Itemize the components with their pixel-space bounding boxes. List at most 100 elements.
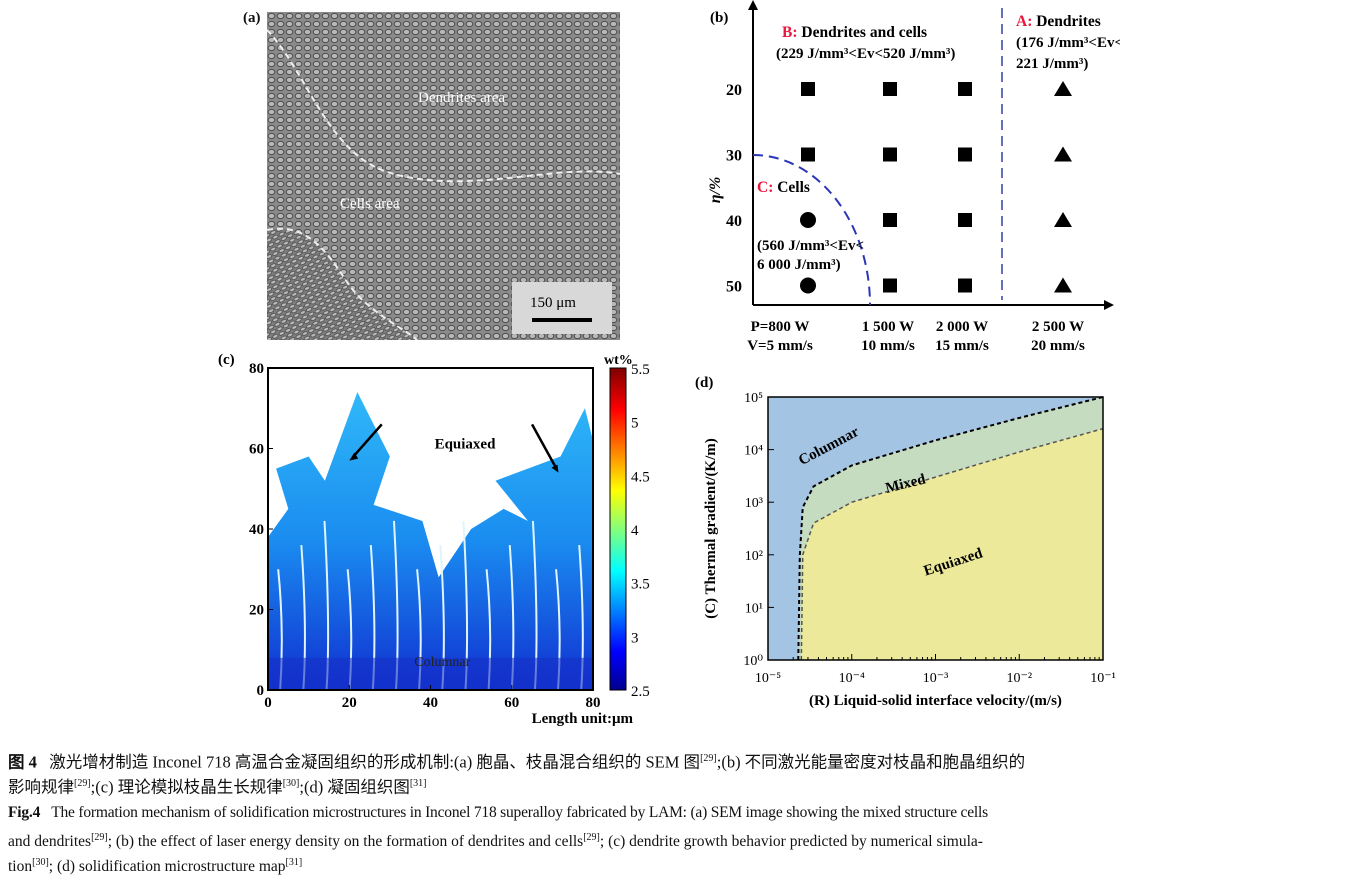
triangle-marker <box>1054 212 1072 227</box>
x-axis-label: Length unit:μm <box>532 711 634 727</box>
mixed-equiaxed-boundary <box>800 427 1104 661</box>
x-tick-label: 10⁻⁵ <box>755 671 781 686</box>
columnar-mixed-boundary <box>797 396 1104 661</box>
scale-bar-label: 150 μm <box>530 295 576 311</box>
y-tick-label: 10¹ <box>745 601 763 616</box>
ref: [30] <box>282 778 300 789</box>
annotation-equiaxed: Equiaxed <box>435 437 497 453</box>
dendrites-area-label: Dendrites area <box>418 90 506 106</box>
y-tick-label: 50 <box>726 279 742 296</box>
region-range: 6 000 J/mm³) <box>757 257 841 273</box>
arrow-head <box>349 452 359 461</box>
triangle-marker <box>1054 277 1072 293</box>
square-marker <box>801 82 815 96</box>
region-label: B: Dendrites and cells <box>782 24 927 41</box>
caption-text: 激光增材制造 Inconel 718 高温合金凝固组织的形成机制:(a) 胞晶、… <box>49 752 701 772</box>
triangle-marker <box>1054 146 1072 162</box>
x-tick-label: 2 000 W <box>936 319 988 335</box>
equiaxed-region <box>801 428 1103 660</box>
x-tick-label: V=5 mm/s <box>747 338 813 354</box>
region-label: C: Cells <box>757 179 810 196</box>
circle-marker <box>800 212 816 228</box>
y-tick-label: 10² <box>745 549 763 564</box>
region-range: (560 J/mm³<Ev< <box>757 238 864 254</box>
arrow <box>352 423 383 458</box>
triangle-marker <box>1054 81 1072 96</box>
colorbar-tick-label: 2.5 <box>631 684 650 700</box>
x-axis-arrow <box>1104 300 1114 310</box>
caption-text: ;(c) 理论模拟枝晶生长规律 <box>90 777 283 797</box>
colorbar-tick-label: 5.5 <box>631 362 650 378</box>
x-tick-label: 10 mm/s <box>861 338 915 354</box>
caption-text: ;(d) 凝固组织图 <box>299 777 410 797</box>
caption-text: and dendrites <box>8 833 92 851</box>
boundary-c-arc <box>752 154 871 306</box>
panel-b-chart: (b) 20 30 40 50 η/% P=800 W V=5 mm/s 1 500 W 10 m… <box>707 0 1120 354</box>
ref: [29] <box>700 753 717 764</box>
scale-bar <box>532 318 592 322</box>
caption-text: ; (c) dendrite growth behavior predicted… <box>599 833 983 851</box>
colorbar-tick-label: 3 <box>631 630 639 646</box>
colorbar-tick-label: 5 <box>631 416 639 432</box>
region-range: 221 J/mm³) <box>1016 56 1088 72</box>
caption-text: 影响规律 <box>8 777 74 797</box>
x-tick-label: 15 mm/s <box>935 338 989 354</box>
caption-text: ;(b) 不同激光能量密度对枝晶和胞晶组织的 <box>716 752 1026 772</box>
region-range: (176 J/mm³<Ev< <box>1016 35 1120 51</box>
square-marker <box>883 278 897 293</box>
y-tick-label: 10⁴ <box>744 444 763 459</box>
square-marker <box>801 147 815 162</box>
ref: [31] <box>409 778 427 789</box>
cells-area-label: Cells area <box>340 196 400 212</box>
y-tick-label: 40 <box>249 522 264 538</box>
y-axis-label: (C) Thermal gradient/(K/m) <box>703 438 719 619</box>
caption-cn-label: 图 4 <box>8 752 37 772</box>
caption-en-line1: Fig.4 The formation mechanism of solidif… <box>8 801 988 824</box>
ref: [29] <box>74 778 91 789</box>
caption-cn-line1: 图 4 激光增材制造 Inconel 718 高温合金凝固组织的形成机制:(a)… <box>8 747 1025 774</box>
columnar-band <box>268 657 593 690</box>
x-tick-label: 20 mm/s <box>1031 338 1085 354</box>
x-tick-label: 10⁻³ <box>923 671 949 686</box>
caption-en-line3: tion[30]; (d) solidification microstruct… <box>8 851 302 878</box>
x-axis-label: (R) Liquid-solid interface velocity/(m/s… <box>809 693 1062 709</box>
colorbar-tick-label: 3.5 <box>631 577 650 593</box>
x-tick-label: 2 500 W <box>1032 319 1084 335</box>
y-tick-label: 10⁵ <box>744 391 763 406</box>
caption-en-line2: and dendrites[29]; (b) the effect of las… <box>8 826 983 853</box>
caption-en-label: Fig.4 <box>8 804 41 821</box>
arrow <box>530 423 558 470</box>
square-marker <box>883 82 897 96</box>
annotation-columnar: Columnar <box>414 655 470 670</box>
square-marker <box>883 213 897 227</box>
caption-text: ; (d) solidification microstructure map <box>48 858 286 876</box>
y-tick-label: 10³ <box>745 496 763 511</box>
x-tick-label: 20 <box>342 695 357 711</box>
panel-a-label: (a) <box>243 10 261 26</box>
ref: [30] <box>32 857 49 868</box>
ref: [29] <box>583 832 600 843</box>
x-tick-label: 1 500 W <box>862 319 914 335</box>
y-axis-label: η/% <box>707 177 724 204</box>
square-marker <box>883 147 897 162</box>
colorbar-tick-label: 4 <box>631 523 639 539</box>
caption-text: The formation mechanism of solidificatio… <box>51 804 988 821</box>
y-tick-label: 30 <box>726 148 742 165</box>
colorbar <box>609 367 627 691</box>
x-tick-label: 60 <box>504 695 519 711</box>
y-tick-label: 0 <box>257 683 265 699</box>
x-tick-label: 40 <box>423 695 438 711</box>
x-tick-label: 0 <box>264 695 272 711</box>
panel-b-label: (b) <box>710 10 728 26</box>
y-tick-label: 60 <box>249 442 264 458</box>
dendrite-region <box>268 392 593 690</box>
region-label: A: Dendrites <box>1016 13 1101 30</box>
caption-cn-line2: 影响规律[29];(c) 理论模拟枝晶生长规律[30];(d) 凝固组织图[31… <box>8 772 427 799</box>
ref: [29] <box>91 832 108 843</box>
y-tick-label: 10⁰ <box>743 654 763 669</box>
scale-bar-box <box>512 282 612 334</box>
x-tick-label: 80 <box>586 695 601 711</box>
square-marker <box>958 278 972 293</box>
